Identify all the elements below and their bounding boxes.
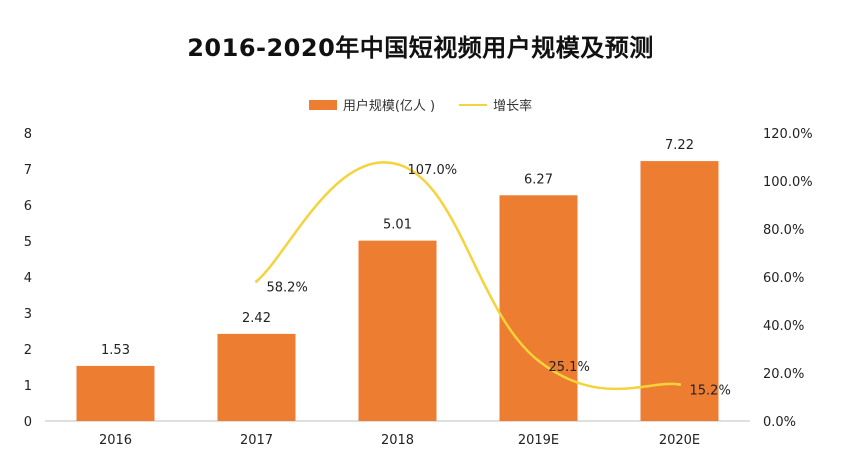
growth-line: [255, 161, 681, 391]
y-right-tick-label: 20.0%: [763, 367, 804, 382]
y-left-tick-label: 0: [24, 415, 32, 430]
x-tick-label: 2019E: [518, 433, 559, 448]
bar-data-label: 7.22: [665, 138, 694, 153]
growth-data-label: 15.2%: [690, 384, 731, 399]
bar-data-label: 6.27: [524, 172, 553, 187]
y-right-tick-label: 120.0%: [763, 127, 813, 142]
y-left-tick-label: 4: [24, 271, 32, 286]
growth-data-label: 25.1%: [549, 360, 590, 375]
growth-point: [537, 359, 540, 363]
y-left-tick-label: 8: [24, 127, 32, 142]
y-left-tick-label: 2: [24, 343, 32, 358]
growth-point: [255, 279, 258, 283]
legend-item-users: 用户规模(亿人 ): [308, 95, 436, 114]
growth-point: [678, 383, 681, 387]
y-left-tick-label: 7: [24, 163, 32, 178]
y-left-tick-label: 5: [24, 235, 32, 250]
y-left-tick-label: 6: [24, 199, 32, 214]
bar-data-label: 5.01: [383, 218, 412, 233]
chart-title: 2016-2020年中国短视频用户规模及预测: [187, 34, 654, 62]
x-tick-label: 2018: [381, 433, 414, 448]
y-left-tick-label: 1: [24, 379, 32, 394]
legend-swatch-bar: [308, 99, 337, 110]
bar: [640, 161, 719, 421]
y-right-tick-label: 80.0%: [763, 223, 804, 238]
y-left-tick-label: 3: [24, 307, 32, 322]
legend-swatch-line: [459, 103, 488, 106]
bar: [358, 240, 437, 421]
bar: [217, 333, 296, 421]
bar: [499, 195, 578, 421]
bar: [76, 365, 155, 421]
y-right-tick-label: 0.0%: [763, 415, 796, 430]
bar-data-label: 1.53: [101, 343, 130, 358]
growth-data-label: 58.2%: [267, 280, 308, 295]
legend-label-users: 用户规模(亿人 ): [342, 99, 436, 114]
x-tick-label: 2020E: [659, 433, 700, 448]
legend: 用户规模(亿人 ) 增长率: [0, 95, 841, 114]
y-right-tick-label: 40.0%: [763, 319, 804, 334]
legend-item-growth: 增长率: [459, 95, 532, 114]
legend-label-growth: 增长率: [493, 99, 533, 114]
growth-data-label: 107.0%: [408, 163, 458, 178]
growth-point: [396, 162, 399, 166]
x-tick-label: 2016: [99, 433, 132, 448]
y-right-tick-label: 100.0%: [763, 175, 813, 190]
bar-data-label: 2.42: [242, 311, 271, 326]
y-right-tick-label: 60.0%: [763, 271, 804, 286]
x-tick-label: 2017: [240, 433, 273, 448]
